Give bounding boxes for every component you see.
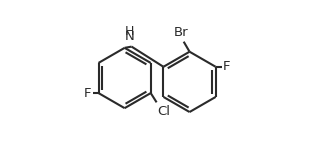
Text: Cl: Cl <box>157 105 170 118</box>
Text: F: F <box>84 87 92 100</box>
Text: N: N <box>124 30 134 43</box>
Text: F: F <box>223 60 230 73</box>
Text: Br: Br <box>174 26 188 39</box>
Text: H: H <box>125 25 135 38</box>
